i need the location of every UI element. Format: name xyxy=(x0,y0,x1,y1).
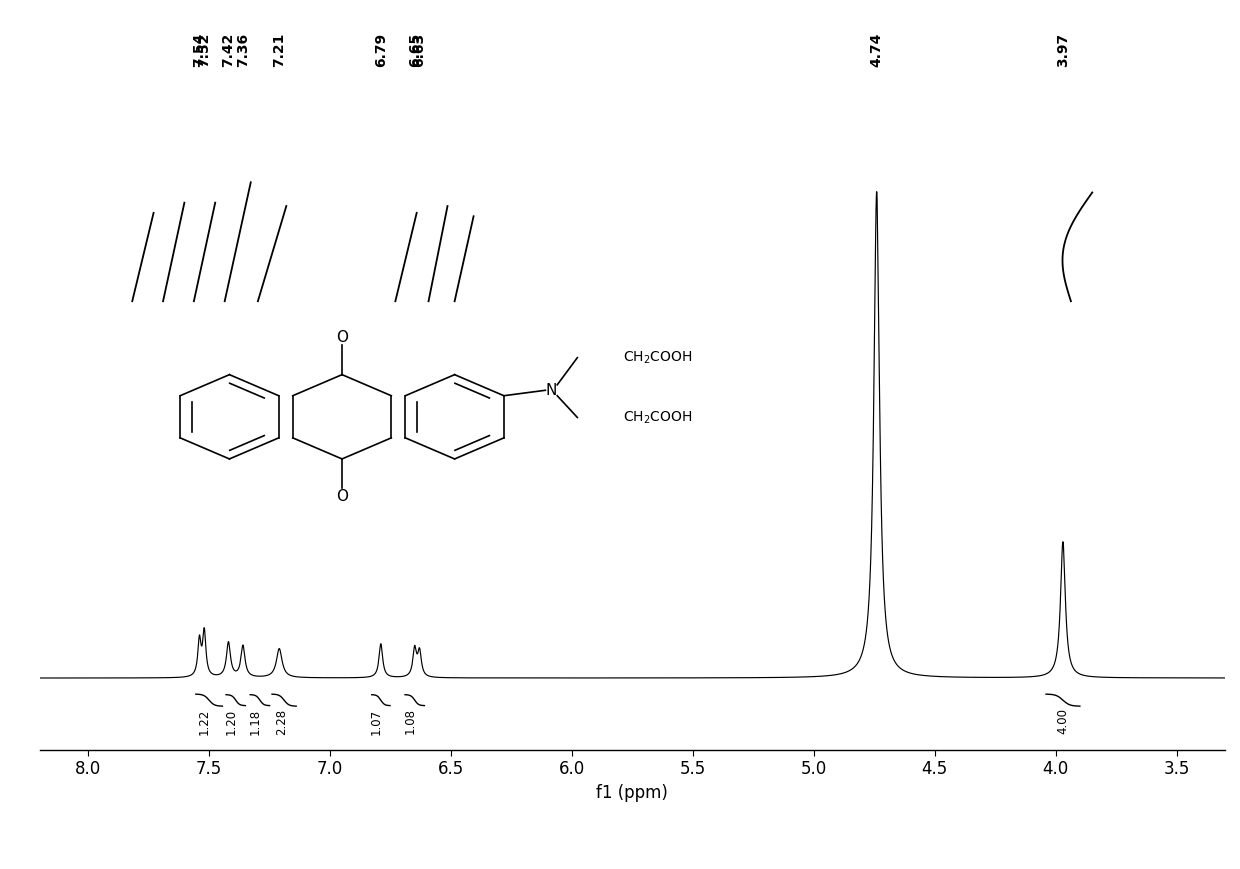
X-axis label: f1 (ppm): f1 (ppm) xyxy=(596,784,668,802)
Text: 1.08: 1.08 xyxy=(403,708,417,734)
Text: O: O xyxy=(336,329,348,345)
Text: 6.65: 6.65 xyxy=(408,32,422,67)
Text: 7.52: 7.52 xyxy=(197,32,211,67)
Text: 1.20: 1.20 xyxy=(224,708,237,734)
Text: 7.21: 7.21 xyxy=(273,32,286,67)
Text: 2.28: 2.28 xyxy=(275,708,288,734)
Text: 4.74: 4.74 xyxy=(869,32,884,67)
Text: 3.97: 3.97 xyxy=(1056,32,1070,67)
Text: 7.42: 7.42 xyxy=(222,32,236,67)
Text: N: N xyxy=(546,382,557,398)
Text: 6.63: 6.63 xyxy=(413,32,427,67)
Text: 1.22: 1.22 xyxy=(197,708,211,734)
Text: 4.00: 4.00 xyxy=(1056,708,1069,734)
Text: 6.79: 6.79 xyxy=(373,32,388,67)
Text: 7.36: 7.36 xyxy=(236,32,250,67)
Text: CH$_2$COOH: CH$_2$COOH xyxy=(624,349,693,366)
Text: O: O xyxy=(336,489,348,504)
Text: 7.54: 7.54 xyxy=(192,32,206,67)
Text: 1.07: 1.07 xyxy=(370,708,382,734)
Text: 1.18: 1.18 xyxy=(248,708,262,734)
Text: CH$_2$COOH: CH$_2$COOH xyxy=(624,409,693,426)
